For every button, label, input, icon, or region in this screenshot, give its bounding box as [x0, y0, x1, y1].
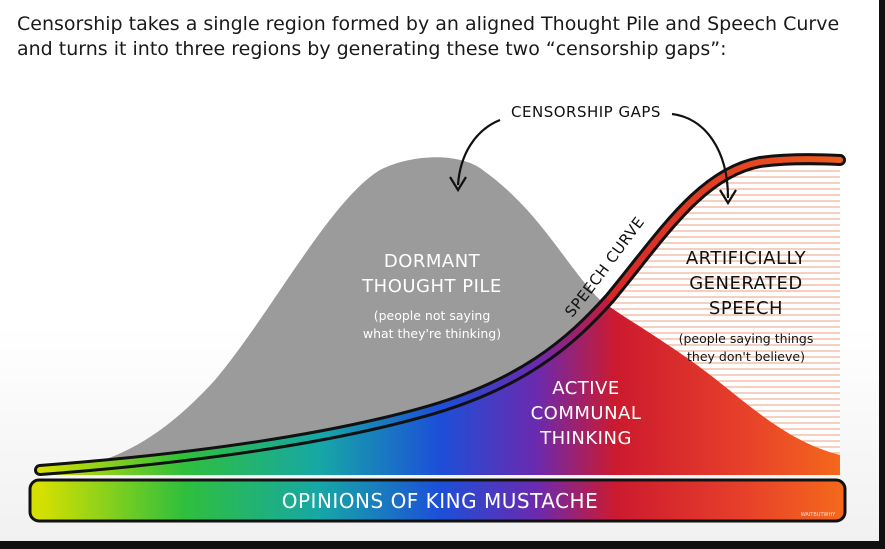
artificial-title-line-2: GENERATED: [689, 273, 803, 294]
arrowhead-left-icon: [449, 176, 467, 193]
slide-heading: Censorship takes a single region formed …: [17, 13, 840, 60]
callout-arrow-left: [456, 118, 501, 186]
dormant-title-line-1: DORMANT: [384, 251, 481, 272]
thought-pile-region: [40, 157, 600, 472]
dormant-note-line-2: what they're thinking): [363, 326, 501, 341]
slide: Censorship takes a single region formed …: [0, 0, 879, 541]
censorship-gaps-callout: CENSORSHIP GAPS: [511, 103, 661, 121]
speech-curve-upper: [607, 156, 843, 301]
censorship-diagram: SPEECH CURVE CENSORSHIP GAPS DORMANT THO…: [28, 103, 847, 523]
speech-curve-fill: [37, 295, 613, 473]
artificial-title-line-3: SPEECH: [709, 298, 783, 319]
dormant-note-line-1: (people not saying: [374, 308, 491, 323]
axis-bar: [28, 478, 847, 523]
dormant-title-line-2: THOUGHT PILE: [361, 276, 502, 297]
axis-label: OPINIONS OF KING MUSTACHE: [282, 489, 598, 513]
active-title-line-3: THINKING: [539, 428, 632, 449]
artificial-note-line-1: (people saying things: [679, 331, 814, 346]
callout-arrow-right: [671, 112, 730, 199]
active-thinking-region: [40, 300, 840, 475]
watermark: WAITBUTWHY: [801, 512, 836, 518]
artificial-note-line-2: they don't believe): [687, 349, 805, 364]
artificial-title-line-1: ARTIFICIALLY: [686, 248, 807, 269]
arrowhead-right-icon: [719, 189, 737, 206]
artificial-speech-region: [600, 161, 840, 455]
active-title-line-1: ACTIVE: [552, 378, 620, 399]
active-title-line-2: COMMUNAL: [531, 403, 642, 424]
